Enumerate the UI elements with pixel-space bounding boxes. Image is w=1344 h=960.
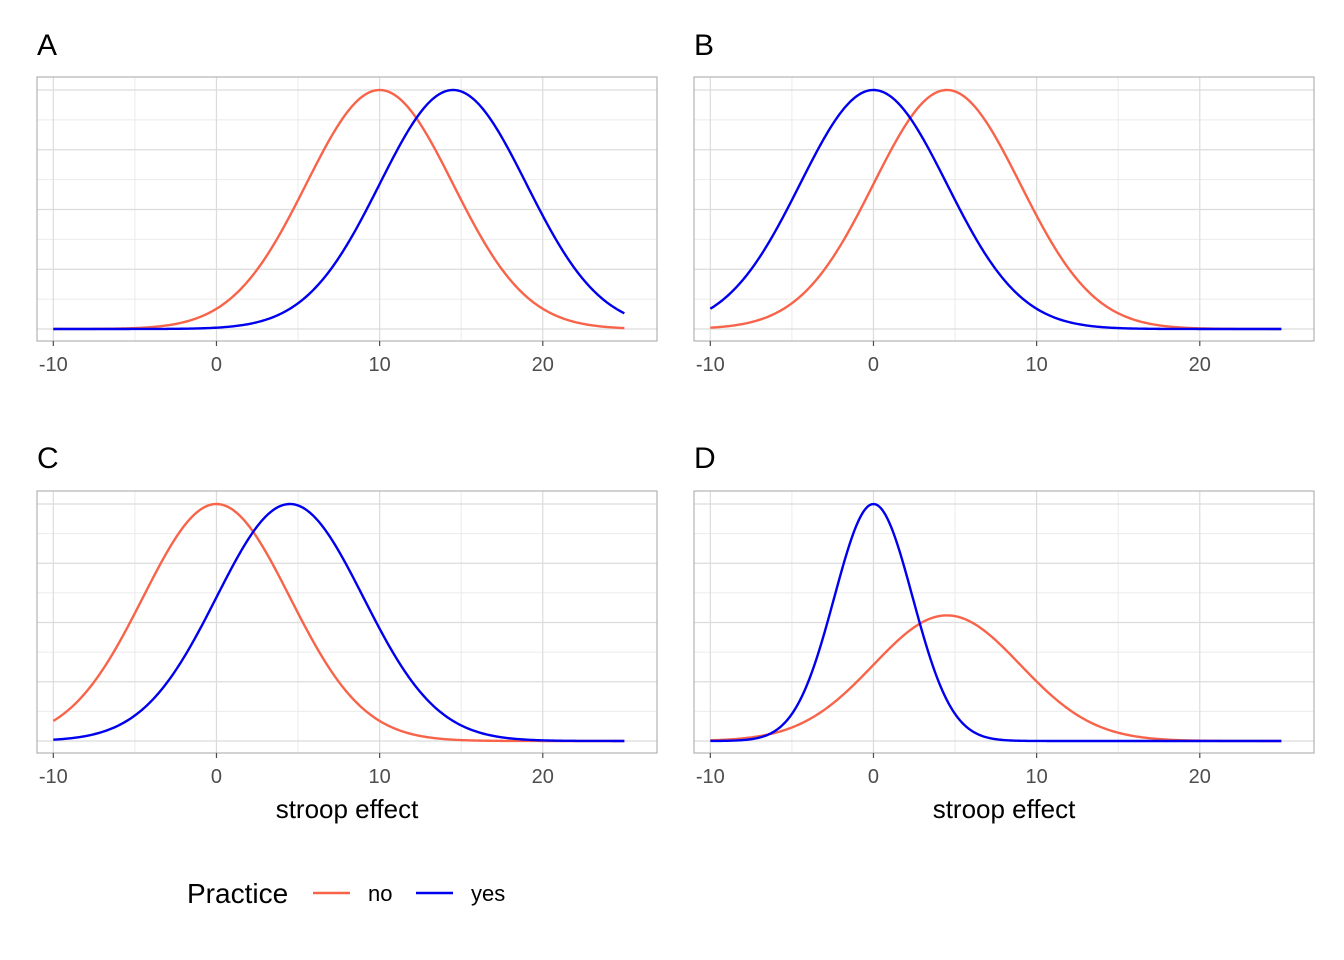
panel-b-label: B [694, 29, 714, 62]
panel-d-xtick-label-2: 10 [1026, 766, 1048, 788]
legend-label-yes: yes [471, 881, 505, 906]
legend-label-no: no [368, 881, 392, 906]
legend-title: Practice [187, 878, 288, 909]
panel-a-label: A [37, 29, 57, 62]
panel-c-xtick-label-3: 20 [532, 766, 554, 788]
panel-d-border [693, 490, 1315, 754]
panel-c: C -10 0 10 20 stroop effect [36, 442, 658, 824]
panel-d-series-yes [710, 502, 1282, 743]
panel-a-series-yes [53, 88, 625, 331]
panel-c-series-yes [53, 502, 625, 743]
panel-a-border [36, 76, 658, 342]
legend: Practice no yes [187, 878, 505, 909]
panel-b-xtick-label-0: -10 [696, 354, 725, 376]
panel-d-xlabel: stroop effect [933, 794, 1076, 824]
panel-d-xtick-label-3: 20 [1189, 766, 1211, 788]
panel-a-xtick-label-0: -10 [39, 354, 68, 376]
panel-d-xtick-label-1: 0 [868, 766, 879, 788]
panel-a-series-no [53, 88, 625, 331]
panel-c-xtick-label-0: -10 [39, 766, 68, 788]
panel-d-series-no [710, 614, 1282, 743]
panel-b: B -10 0 10 20 [693, 29, 1315, 376]
panel-b-series-yes [709, 88, 1282, 331]
panel-c-xtick-label-2: 10 [369, 766, 391, 788]
panels: A -10 0 10 20 B -10 0 10 20 C -10 0 10 20 stroop effect… [36, 29, 1315, 824]
panel-d-xtick-label-0: -10 [696, 766, 725, 788]
panel-a-xtick-label-1: 0 [211, 354, 222, 376]
panel-c-border [36, 490, 658, 754]
panel-a-xtick-label-3: 20 [532, 354, 554, 376]
panel-a-xtick-label-2: 10 [369, 354, 391, 376]
panel-b-border [693, 76, 1315, 342]
panel-c-label: C [37, 442, 59, 475]
panel-b-xtick-label-1: 0 [868, 354, 879, 376]
panel-b-xtick-label-3: 20 [1189, 354, 1211, 376]
panel-d: D -10 0 10 20 stroop effect [693, 442, 1315, 824]
panel-c-xtick-label-1: 0 [211, 766, 222, 788]
panel-c-xlabel: stroop effect [276, 794, 419, 824]
panel-b-xtick-label-2: 10 [1026, 354, 1048, 376]
panel-a: A -10 0 10 20 [36, 29, 658, 376]
panel-d-label: D [694, 442, 716, 475]
